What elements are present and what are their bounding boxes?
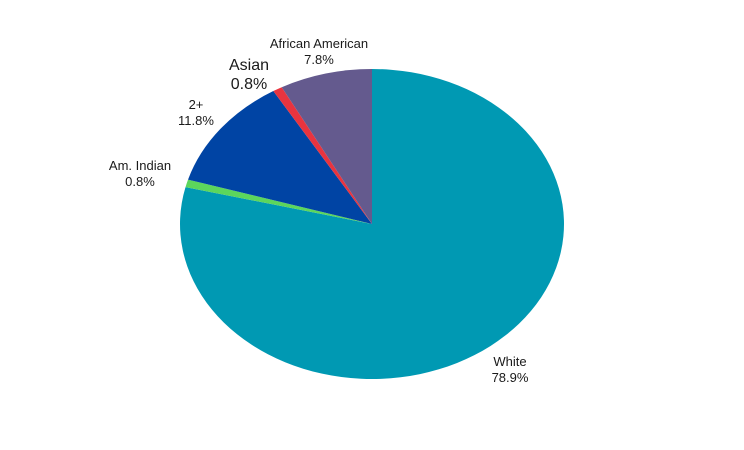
slice-label-asian: Asian	[229, 57, 269, 74]
pie-slice-2	[188, 91, 372, 224]
slice-value-2: 11.8%	[178, 113, 214, 128]
slice-label-african-american: African American	[270, 36, 368, 51]
pie-slice-am-indian	[185, 179, 372, 224]
pie-slice-african-american	[281, 69, 372, 224]
slice-value-african-american: 7.8%	[304, 52, 334, 67]
pie-slices	[180, 69, 565, 379]
slice-value-white: 78.9%	[492, 370, 529, 385]
slice-label-2: 2+	[189, 97, 204, 112]
slice-label-white: White	[493, 354, 526, 369]
slice-value-am-indian: 0.8%	[125, 174, 155, 189]
pie-slice-asian	[273, 87, 372, 225]
slice-value-asian: 0.8%	[231, 76, 267, 93]
pie-slice-white	[180, 69, 565, 379]
slice-label-am-indian: Am. Indian	[109, 158, 171, 173]
